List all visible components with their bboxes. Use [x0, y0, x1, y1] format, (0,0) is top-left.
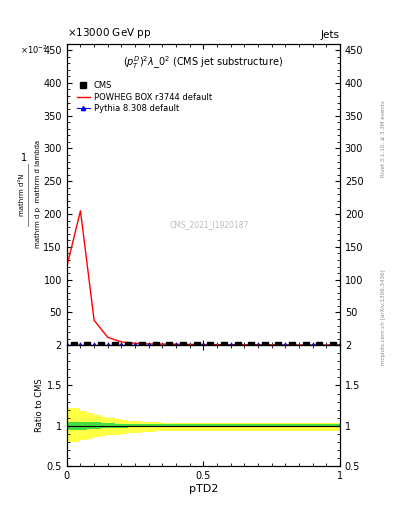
Text: mcplots.cern.ch [arXiv:1306.3436]: mcplots.cern.ch [arXiv:1306.3436]	[381, 270, 386, 365]
Y-axis label: mathrm d²N
―――――――――
mathrm d p  mathrm d lambda: mathrm d²N ――――――――― mathrm d p mathrm d…	[18, 140, 40, 248]
Text: $\times10^{-2}$: $\times10^{-2}$	[20, 44, 48, 56]
Text: Rivet 3.1.10, ≥ 3.3M events: Rivet 3.1.10, ≥ 3.3M events	[381, 100, 386, 177]
Y-axis label: Ratio to CMS: Ratio to CMS	[35, 379, 44, 433]
Legend: CMS, POWHEG BOX r3744 default, Pythia 8.308 default: CMS, POWHEG BOX r3744 default, Pythia 8.…	[74, 78, 215, 117]
X-axis label: pTD2: pTD2	[189, 483, 218, 494]
Text: $\times$13000 GeV pp: $\times$13000 GeV pp	[67, 26, 151, 40]
Text: CMS_2021_I1920187: CMS_2021_I1920187	[169, 220, 248, 229]
Text: Jets: Jets	[321, 30, 340, 40]
Text: $(p_T^D)^2\lambda\_0^2$ (CMS jet substructure): $(p_T^D)^2\lambda\_0^2$ (CMS jet substru…	[123, 54, 283, 71]
Text: 1: 1	[21, 153, 28, 163]
